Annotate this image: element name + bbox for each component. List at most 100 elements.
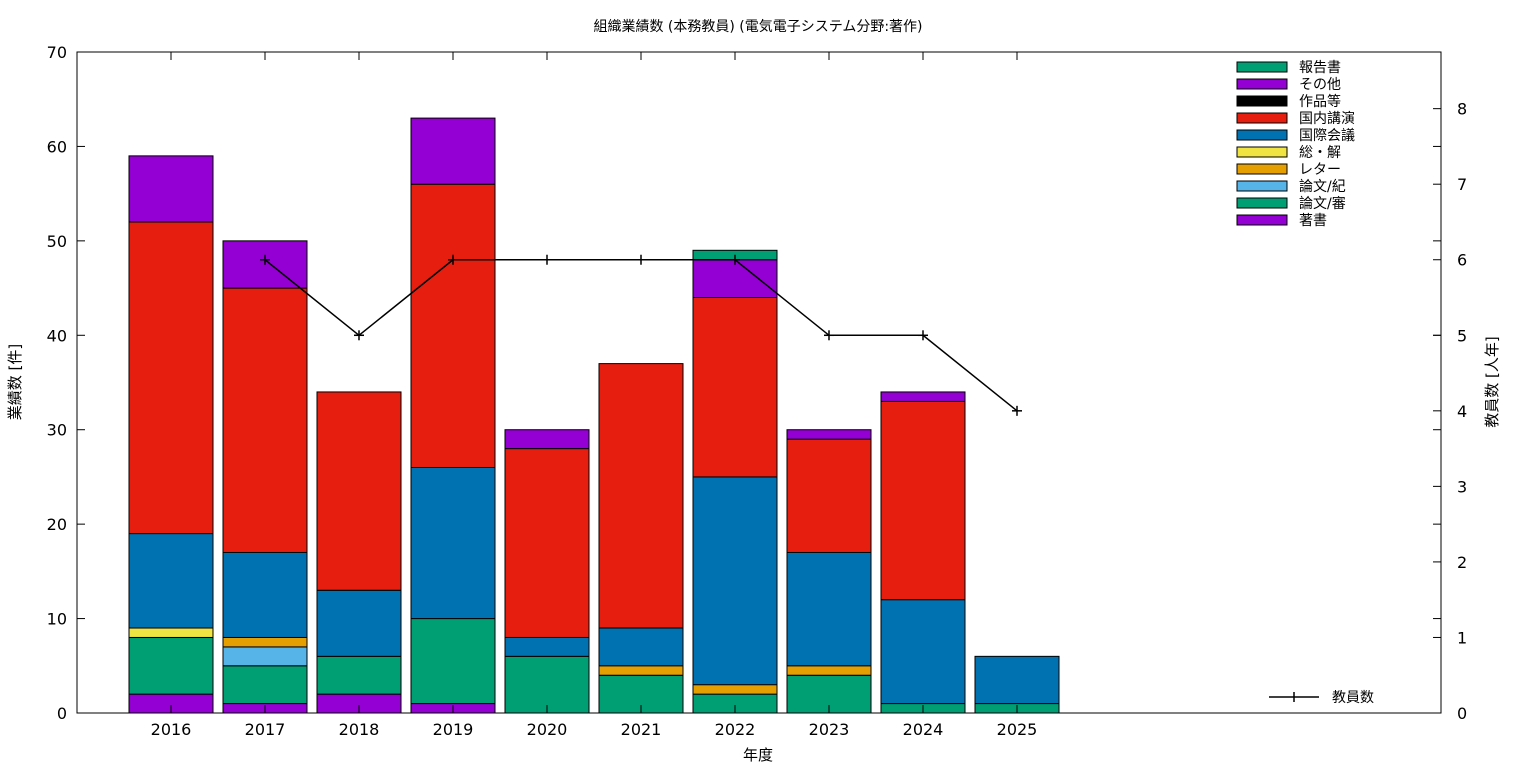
bar-segment — [128, 221, 214, 535]
legend-swatch — [1236, 197, 1288, 209]
legend-label: 報告書 — [1299, 60, 1341, 76]
y2-tick-label: 7 — [1457, 175, 1467, 194]
bars-layer — [128, 117, 1060, 714]
y2-tick-label: 2 — [1457, 553, 1467, 572]
x-tick-label: 2023 — [809, 720, 850, 739]
line-point — [448, 254, 458, 265]
bar-segment — [410, 183, 496, 468]
y2-tick-label: 3 — [1457, 477, 1467, 496]
y-tick-label: 0 — [57, 704, 67, 723]
bar-segment — [222, 646, 308, 667]
bar-segment — [880, 391, 966, 402]
bar-segment — [692, 476, 778, 686]
bar-segment — [222, 665, 308, 705]
bar-segment — [316, 391, 402, 591]
y-tick-label: 70 — [47, 43, 67, 62]
y2-tick-label: 4 — [1457, 402, 1467, 421]
bar-segment — [222, 551, 308, 638]
bar-segment — [598, 363, 684, 629]
x-axis-label: 年度 — [743, 746, 773, 764]
line-point — [542, 254, 552, 265]
legend-label: 論文/紀 — [1299, 179, 1346, 195]
bar-segment — [974, 655, 1060, 705]
y-tick-label: 40 — [47, 326, 67, 345]
bar-segment — [222, 287, 308, 553]
legend-swatch — [1236, 146, 1288, 158]
bar-segment — [316, 655, 402, 695]
bar-segment — [504, 636, 590, 657]
x-tick-label: 2024 — [903, 720, 944, 739]
bar-segment — [128, 627, 214, 638]
bar-segment — [786, 665, 872, 676]
legend-label: レター — [1299, 162, 1341, 178]
bar-segment — [316, 589, 402, 657]
bar-segment — [504, 448, 590, 638]
bar-segment — [786, 429, 872, 440]
x-tick-label: 2017 — [245, 720, 286, 739]
x-tick-label: 2018 — [339, 720, 380, 739]
y2-tick-label: 0 — [1457, 704, 1467, 723]
y-axis-label: 業績数 [件] — [6, 344, 24, 420]
chart-title: 組織業績数 (本務教員) (電気電子システム分野:著作) — [593, 19, 922, 35]
legend-label: その他 — [1299, 77, 1341, 93]
y2-tick-label: 5 — [1457, 326, 1467, 345]
legend-swatch — [1236, 214, 1288, 226]
y-tick-label: 60 — [47, 137, 67, 156]
bar-segment — [692, 259, 778, 299]
legend-swatch — [1236, 112, 1288, 124]
bar-segment — [222, 636, 308, 648]
bar-segment — [410, 466, 496, 620]
bar-segment — [410, 618, 496, 705]
y-tick-label: 30 — [47, 421, 67, 440]
legend-label: 作品等 — [1299, 93, 1341, 110]
bar-segment — [692, 684, 778, 695]
y2-axis-label: 教員数 [人年] — [1483, 336, 1501, 427]
legend-label: 著書 — [1299, 213, 1327, 229]
line-point — [918, 330, 928, 341]
x-tick-label: 2025 — [997, 720, 1038, 739]
bar-segment — [504, 655, 590, 714]
legend-swatch — [1236, 61, 1288, 73]
y-tick-label: 20 — [47, 515, 67, 534]
legend-label: 国内講演 — [1299, 111, 1355, 127]
legend-label: 論文/審 — [1299, 196, 1346, 212]
line-point — [636, 254, 646, 265]
line-point — [354, 330, 364, 341]
legend-label: 教員数 — [1332, 690, 1374, 706]
plot-frame — [76, 51, 1442, 714]
line-point — [730, 254, 740, 265]
x-tick-label: 2019 — [433, 720, 474, 739]
bar-segment — [504, 429, 590, 450]
bar-segment — [128, 636, 214, 695]
legend-swatch — [1236, 129, 1288, 141]
bar-segment — [692, 297, 778, 478]
y2-tick-label: 1 — [1457, 628, 1467, 647]
line-point — [1012, 405, 1022, 416]
y-tick-label: 10 — [47, 610, 67, 629]
legend-swatch — [1236, 163, 1288, 175]
y-tick-label: 50 — [47, 232, 67, 251]
bar-segment — [128, 155, 214, 223]
legend-swatch — [1236, 180, 1288, 192]
x-tick-label: 2020 — [527, 720, 568, 739]
bar-segment — [128, 533, 214, 629]
bar-segment — [880, 599, 966, 705]
x-tick-label: 2022 — [715, 720, 756, 739]
legend-swatch — [1236, 95, 1288, 107]
y2-tick-label: 8 — [1457, 100, 1467, 119]
legend-label: 国際会議 — [1299, 127, 1355, 144]
bar-segment — [598, 627, 684, 667]
bar-segment — [598, 665, 684, 676]
bar-segment — [786, 438, 872, 553]
x-tick-label: 2021 — [621, 720, 662, 739]
bar-segment — [410, 117, 496, 185]
line-point — [824, 330, 834, 341]
line-layer — [260, 254, 1022, 416]
x-tick-label: 2016 — [151, 720, 192, 739]
legend-swatch — [1236, 78, 1288, 90]
bar-segment — [880, 400, 966, 601]
bar-segment — [786, 551, 872, 667]
y2-tick-label: 6 — [1457, 251, 1467, 270]
